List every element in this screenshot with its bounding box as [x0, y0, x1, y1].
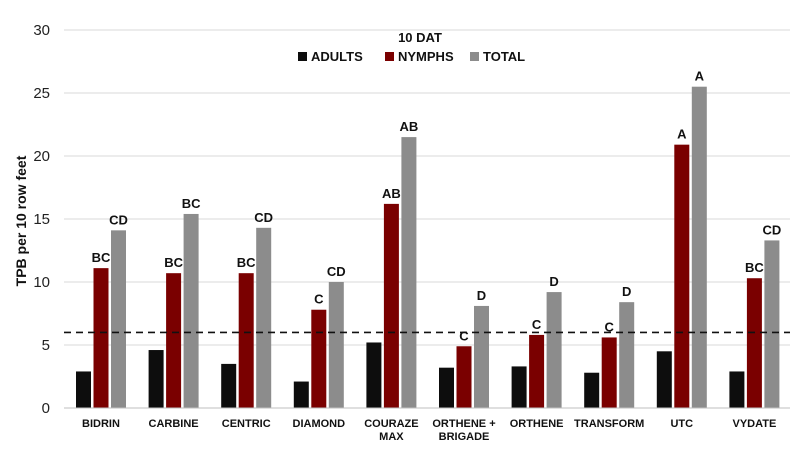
- x-tick-label: BIDRIN: [82, 418, 120, 430]
- bar-adults: [439, 367, 454, 408]
- bar-adults: [148, 350, 164, 408]
- bar-adults: [366, 342, 382, 408]
- chart-title: 10 DAT: [398, 30, 442, 45]
- x-tick-label: DIAMOND: [293, 418, 346, 430]
- significance-label: CD: [254, 210, 273, 225]
- significance-label: CD: [763, 222, 782, 237]
- bar-nymphs: [166, 273, 182, 408]
- y-tick-label: 10: [33, 274, 50, 291]
- y-tick-label: 0: [42, 400, 50, 417]
- x-tick-label: CENTRIC: [222, 418, 271, 430]
- bar-total: [546, 292, 562, 408]
- bar-nymphs: [529, 334, 545, 408]
- bar-nymphs: [93, 268, 109, 408]
- x-tick-label: CARBINE: [149, 418, 199, 430]
- significance-label: AB: [400, 119, 419, 134]
- y-axis: 0 5 10 15 20 25 30: [33, 22, 50, 417]
- bar-total: [256, 227, 272, 408]
- bar-nymphs: [383, 203, 399, 408]
- x-tick-label: TRANSFORM: [574, 418, 644, 430]
- bar-total: [183, 213, 199, 408]
- bar-total: [111, 230, 126, 408]
- y-tick-label: 20: [33, 148, 50, 165]
- x-tick-label: VYDATE: [732, 418, 776, 430]
- bar-adults: [584, 372, 600, 408]
- bar-total: [328, 282, 344, 408]
- significance-label: D: [622, 284, 631, 299]
- significance-label: C: [314, 292, 324, 307]
- bar-nymphs: [746, 278, 762, 408]
- y-tick-label: 30: [33, 22, 50, 39]
- significance-label: BC: [745, 260, 764, 275]
- significance-label: BC: [237, 255, 256, 270]
- legend-swatch-total: [470, 52, 479, 61]
- bar-adults: [221, 363, 237, 408]
- y-tick-label: 25: [33, 85, 50, 102]
- significance-label: A: [695, 69, 705, 84]
- bar-total: [401, 137, 417, 408]
- legend: ADULTS NYMPHS TOTAL: [298, 49, 525, 64]
- significance-label: D: [549, 274, 558, 289]
- bar-nymphs: [238, 273, 254, 408]
- bar-nymphs: [311, 309, 327, 408]
- bar-adults: [656, 351, 672, 408]
- x-tick-label: MAX: [379, 431, 404, 443]
- y-tick-label: 5: [42, 337, 50, 354]
- significance-label: D: [477, 288, 486, 303]
- y-tick-label: 15: [33, 211, 50, 228]
- legend-label-adults: ADULTS: [311, 49, 363, 64]
- x-tick-label: UTC: [670, 418, 693, 430]
- significance-label: BC: [92, 250, 111, 265]
- y-axis-label: TPB per 10 row feet: [13, 155, 29, 286]
- significance-label: C: [605, 319, 615, 334]
- bar-nymphs: [674, 144, 690, 408]
- bar-total: [619, 302, 635, 408]
- significance-label: CD: [327, 264, 346, 279]
- bar-total: [764, 240, 780, 408]
- significance-label: AB: [382, 186, 401, 201]
- x-tick-label: BRIGADE: [439, 431, 490, 443]
- legend-swatch-adults: [298, 52, 307, 61]
- significance-label: BC: [182, 196, 201, 211]
- x-tick-label: ORTHENE: [510, 418, 564, 430]
- bar-nymphs: [456, 346, 472, 408]
- bar-adults: [76, 371, 91, 408]
- x-tick-label: ORTHENE +: [432, 418, 495, 430]
- bar-nymphs: [601, 337, 617, 408]
- bar-adults: [729, 371, 745, 408]
- bar-total: [474, 305, 489, 408]
- legend-label-total: TOTAL: [483, 49, 525, 64]
- bar-adults: [511, 366, 527, 408]
- bar-adults: [293, 381, 309, 408]
- significance-label: C: [459, 328, 469, 343]
- significance-label: C: [532, 317, 542, 332]
- significance-label: BC: [164, 255, 183, 270]
- significance-label: A: [677, 127, 687, 142]
- bar-total: [691, 86, 707, 408]
- x-tick-label: COURAZE: [364, 418, 418, 430]
- legend-swatch-nymphs: [385, 52, 394, 61]
- legend-label-nymphs: NYMPHS: [398, 49, 454, 64]
- significance-label: CD: [109, 212, 128, 227]
